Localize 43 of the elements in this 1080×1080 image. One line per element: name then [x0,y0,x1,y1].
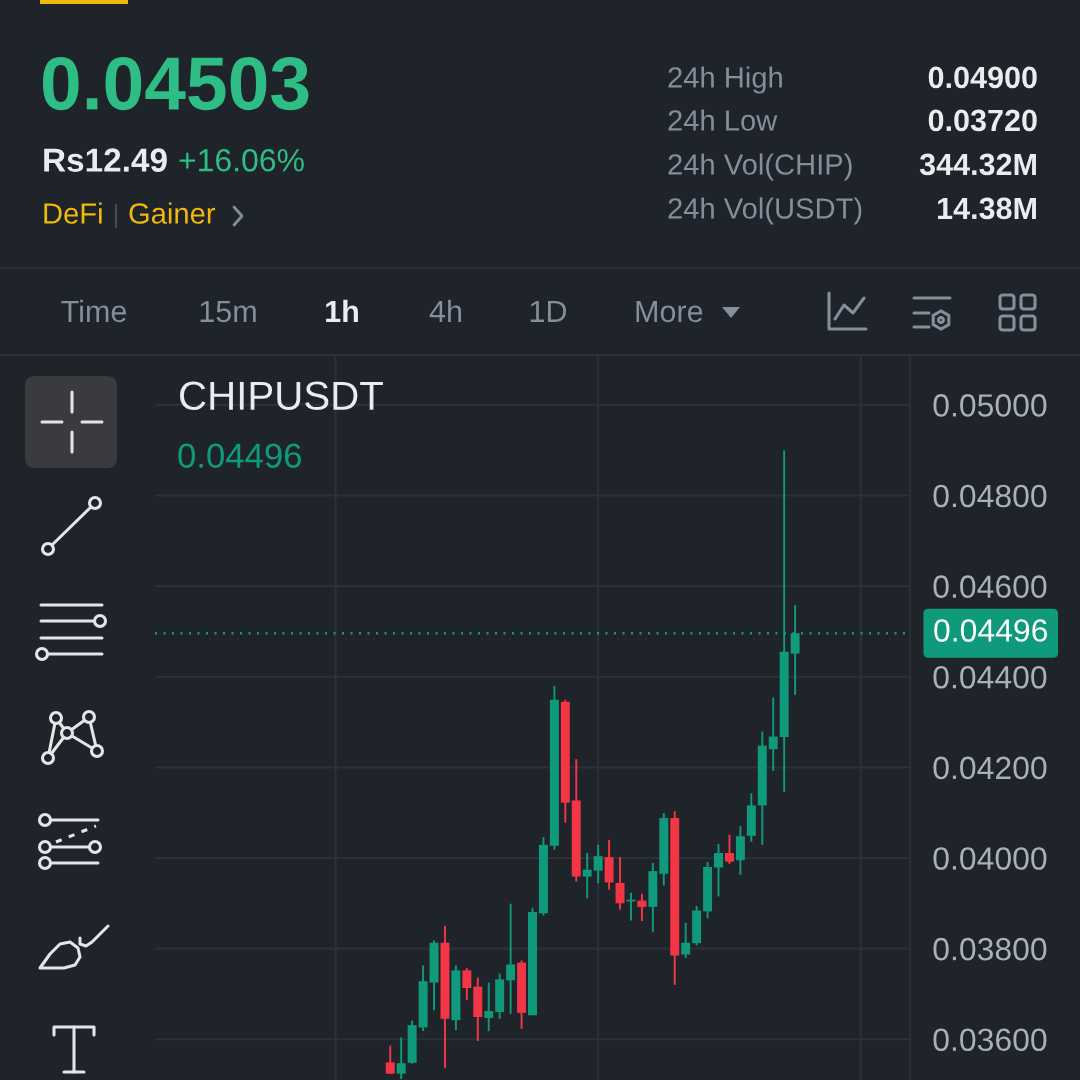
text: DeFi [44,202,102,224]
text: More [636,300,703,323]
candlestick [681,921,691,960]
y-tick-label: 0.04200 [933,756,1047,780]
candlestick [593,843,603,885]
text: +16.06% [179,148,304,172]
text: CHIPUSDT [180,381,383,411]
candlestick [615,856,625,911]
candlestick [768,696,778,772]
y-tick-label: 0.03800 [933,937,1047,961]
text: 344.32M [919,153,1036,176]
candlestick [484,981,494,1033]
text: 24h Vol(USDT) [668,197,862,225]
candlestick [385,1044,395,1076]
y-tick-label: 0.04000 [933,847,1047,870]
candlestick [462,967,472,1002]
text: 14.38M [938,197,1036,220]
candlestick [714,842,723,898]
candlestick [724,833,734,865]
text: 0.04503 [42,57,309,111]
text: 24h High [668,66,782,94]
y-tick-label: 0.03600 [933,1028,1047,1052]
text: Rs12.49 [44,148,167,172]
y-tick-label: 0.04400 [933,665,1047,689]
ref-line-label: 0.04496 [934,619,1048,642]
candlestick [506,902,516,1015]
text: 4h [429,299,462,322]
text: 15m [200,300,256,323]
candlestick [637,892,647,922]
candlestick [396,1036,406,1080]
text: 1D [530,300,567,322]
annotation: 0.04496 [178,443,301,468]
text: Gainer [129,202,216,224]
text: 24h Low [668,109,778,131]
text: Time [61,299,127,323]
text: 0.03720 [928,109,1037,132]
candlestick [582,852,592,900]
text: 1h [326,299,358,322]
y-tick-label: 0.05000 [933,394,1047,417]
y-tick-label: 0.04800 [933,484,1047,508]
text: 24h Vol(CHIP) [668,153,852,181]
text: 0.04900 [928,66,1037,89]
y-tick-label: 0.04600 [933,575,1047,598]
